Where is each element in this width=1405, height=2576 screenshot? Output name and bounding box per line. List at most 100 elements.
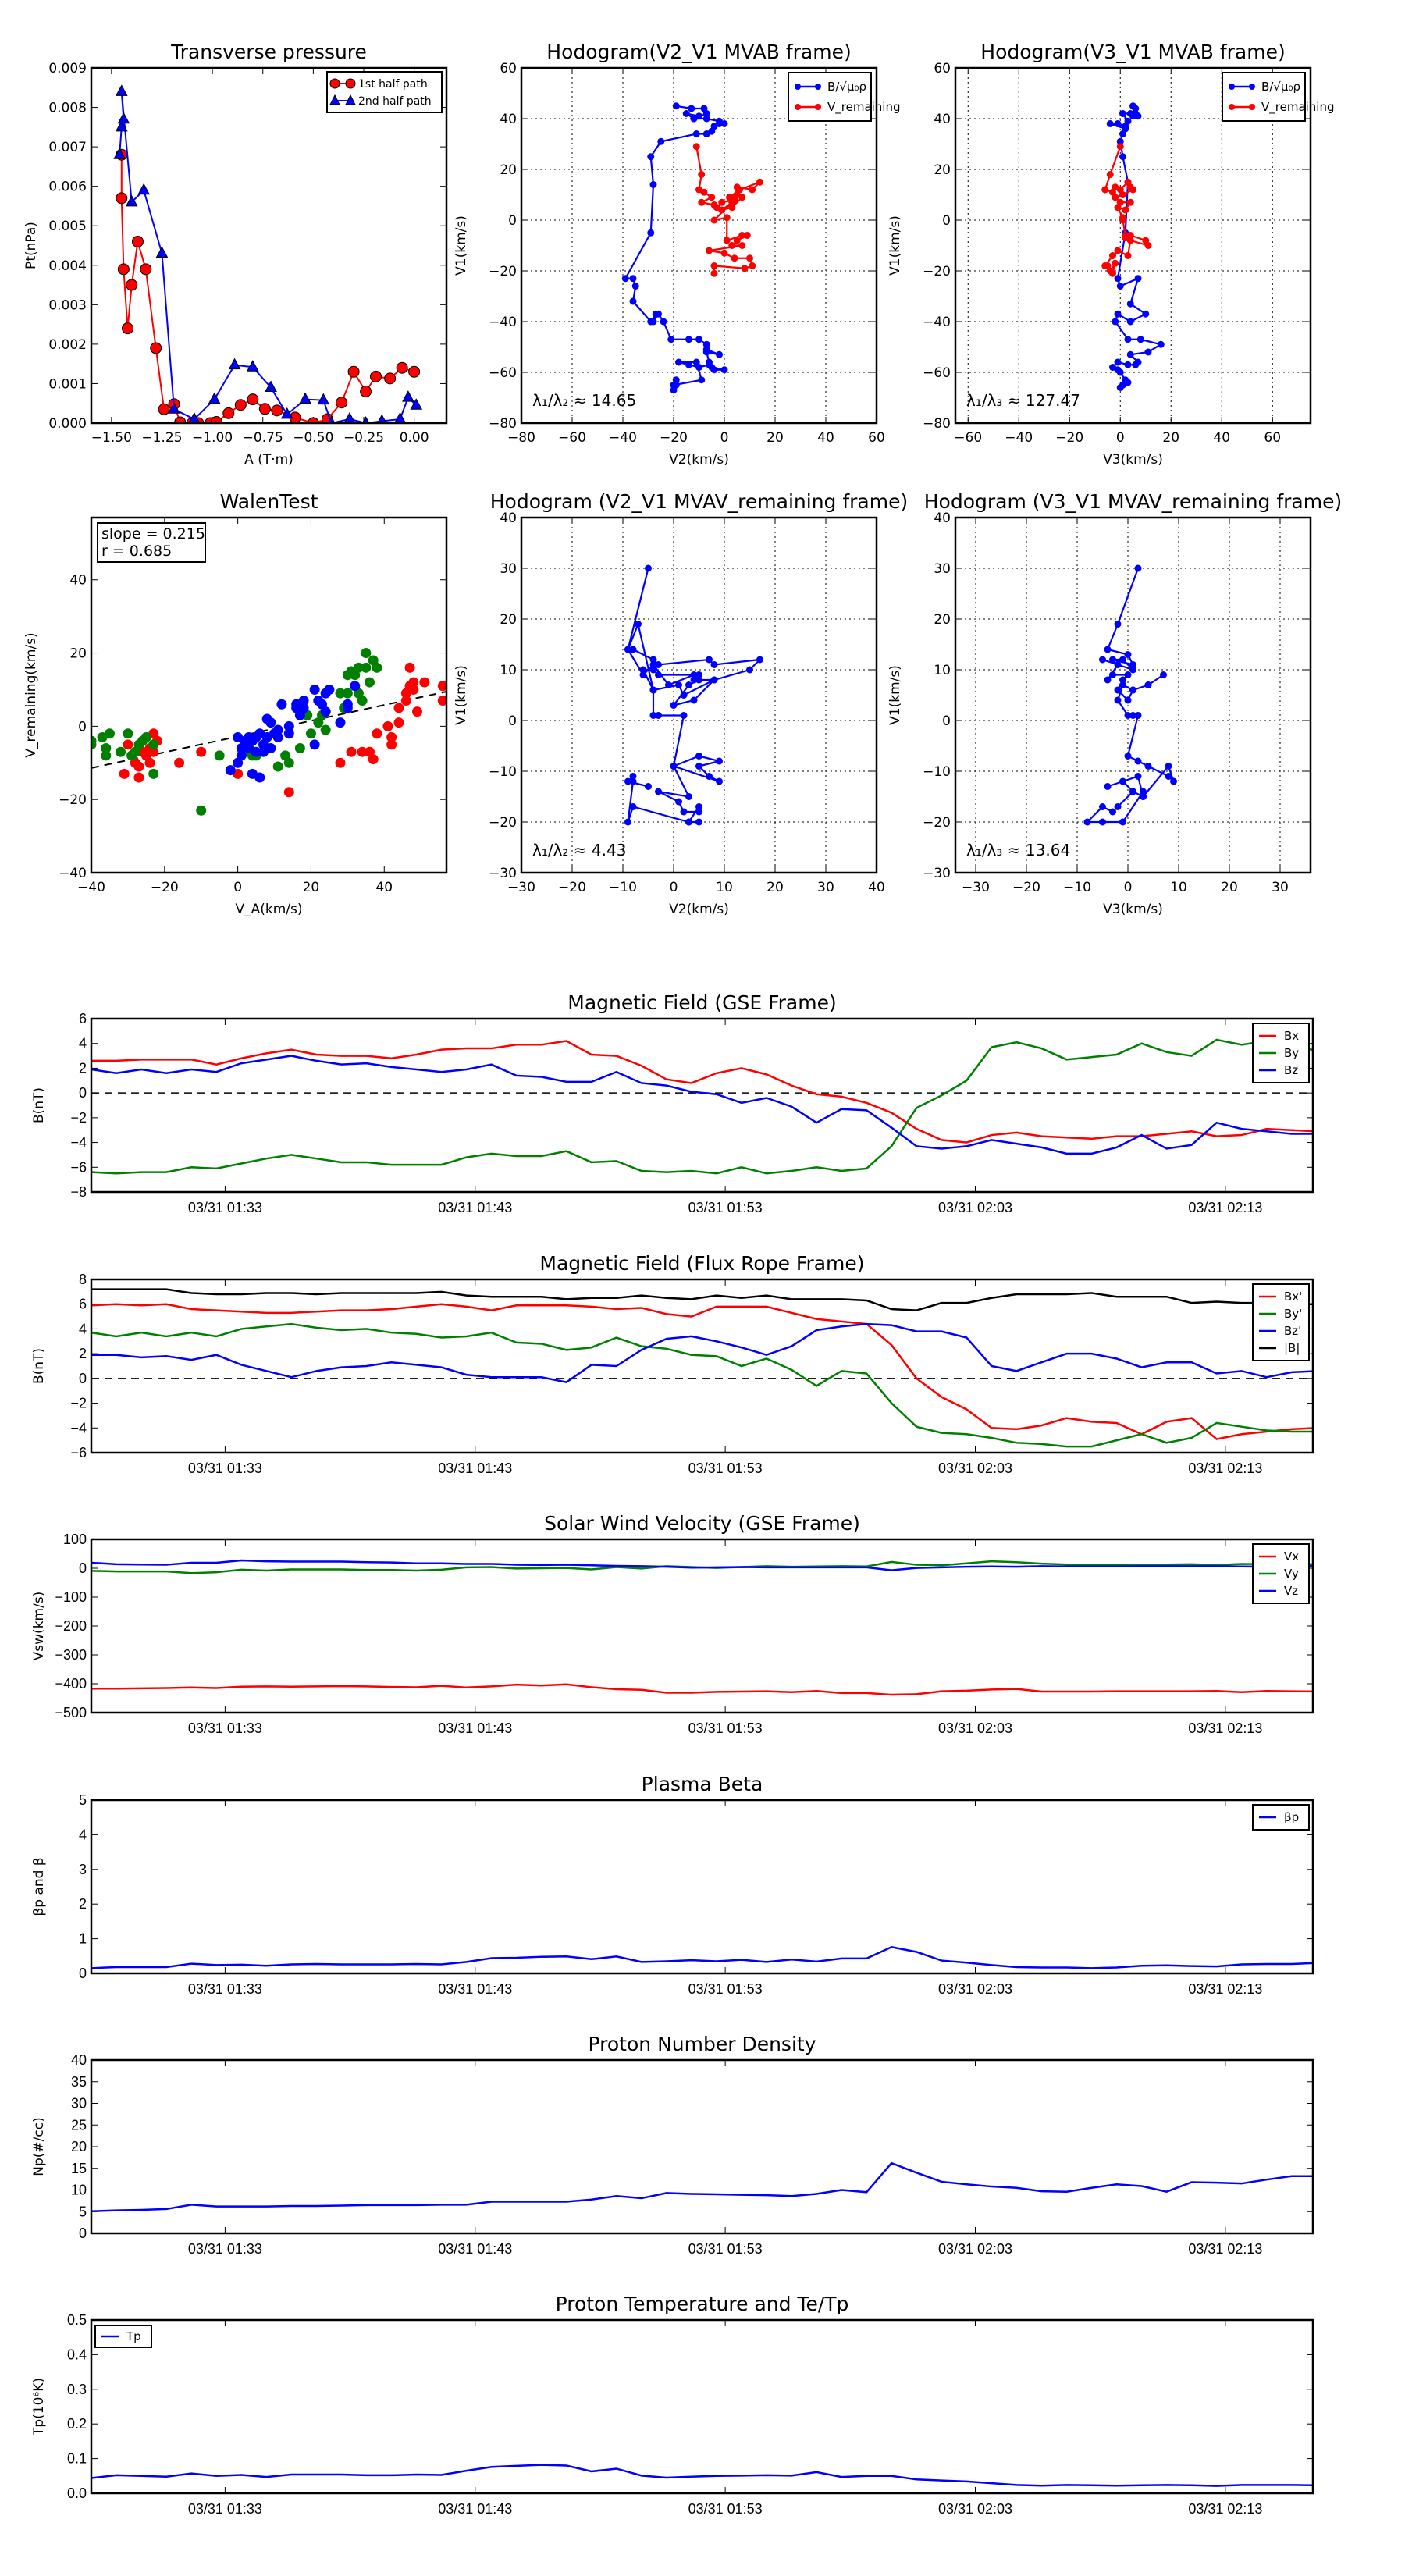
data-point bbox=[1109, 808, 1116, 816]
data-point bbox=[1114, 686, 1122, 694]
data-point bbox=[258, 403, 271, 415]
data-point bbox=[1114, 120, 1122, 127]
y-tick-label: −30 bbox=[923, 866, 951, 881]
data-point bbox=[1124, 712, 1132, 719]
y-tick-label: 40 bbox=[934, 511, 951, 526]
x-tick-label: 30 bbox=[817, 880, 834, 895]
data-point bbox=[393, 717, 404, 728]
data-point bbox=[1129, 186, 1136, 194]
legend-label: βp bbox=[1284, 1810, 1299, 1824]
data-point bbox=[690, 115, 698, 123]
data-point bbox=[298, 703, 309, 713]
plot-area bbox=[621, 102, 763, 394]
x-tick-label: 03/31 02:03 bbox=[938, 1200, 1012, 1215]
y-tick-label: 0 bbox=[79, 1966, 87, 1981]
data-point bbox=[126, 279, 138, 291]
data-point bbox=[710, 676, 718, 684]
data-point bbox=[657, 137, 665, 145]
data-point bbox=[168, 402, 180, 414]
chart-title: Magnetic Field (GSE Frame) bbox=[567, 991, 836, 1014]
legend-marker bbox=[329, 78, 340, 89]
data-point bbox=[688, 105, 695, 112]
x-tick-label: 40 bbox=[817, 430, 834, 446]
series-line-Vz bbox=[91, 1559, 1313, 1571]
data-point bbox=[353, 662, 364, 673]
data-point bbox=[695, 808, 702, 816]
data-point bbox=[1124, 651, 1132, 658]
data-point bbox=[680, 692, 688, 699]
x-tick-label: 03/31 01:33 bbox=[188, 1200, 262, 1215]
data-point bbox=[1114, 247, 1122, 254]
data-point bbox=[1126, 300, 1134, 308]
data-point bbox=[1132, 361, 1140, 368]
data-point bbox=[368, 754, 379, 765]
data-point bbox=[692, 130, 700, 137]
data-point bbox=[1165, 773, 1172, 780]
data-point bbox=[1112, 259, 1119, 267]
x-tick-label: 60 bbox=[1264, 430, 1281, 446]
y-tick-label: 15 bbox=[71, 2161, 87, 2176]
data-point bbox=[685, 818, 692, 826]
data-point bbox=[728, 242, 736, 249]
data-point bbox=[115, 119, 128, 132]
y-axis-label: V_remaining(km/s) bbox=[23, 632, 39, 757]
data-point bbox=[1136, 336, 1144, 343]
y-tick-label: 40 bbox=[934, 112, 951, 127]
axes-frame bbox=[90, 66, 448, 425]
data-point bbox=[635, 621, 642, 628]
x-tick-label: 03/31 01:53 bbox=[688, 1200, 763, 1215]
series-line-By bbox=[91, 1038, 1313, 1175]
y-tick-label: −6 bbox=[70, 1159, 87, 1175]
data-point bbox=[1109, 252, 1116, 259]
data-point bbox=[733, 237, 741, 244]
y-tick-label: 40 bbox=[500, 511, 517, 526]
x-tick-label: 60 bbox=[868, 430, 885, 446]
data-point bbox=[408, 365, 421, 378]
y-tick-label: 0 bbox=[79, 1371, 87, 1386]
x-tick-label: 03/31 01:43 bbox=[438, 1720, 512, 1736]
y-tick-label: 30 bbox=[500, 561, 517, 577]
data-point bbox=[386, 731, 397, 742]
y-tick-label: −4 bbox=[70, 1420, 87, 1436]
y-tick-label: −20 bbox=[489, 264, 517, 279]
data-point bbox=[131, 235, 144, 247]
x-tick-label: 0 bbox=[1116, 430, 1125, 446]
y-axis-label: V1(km/s) bbox=[887, 665, 903, 725]
x-tick-label: 03/31 02:03 bbox=[938, 2241, 1012, 2257]
data-point bbox=[685, 681, 692, 688]
plot-area bbox=[1083, 564, 1177, 826]
data-point bbox=[1160, 671, 1167, 678]
series-line-Bx bbox=[91, 1303, 1313, 1440]
data-point bbox=[1109, 269, 1116, 277]
legend-marker bbox=[1229, 104, 1235, 110]
chart-title: Hodogram(V2_V1 MVAB frame) bbox=[546, 41, 851, 63]
data-point bbox=[716, 777, 723, 785]
data-point bbox=[1134, 564, 1142, 572]
data-point bbox=[1157, 340, 1165, 348]
y-tick-label: 0.001 bbox=[48, 376, 87, 392]
data-point bbox=[271, 404, 283, 417]
legend-marker bbox=[329, 94, 340, 105]
data-point bbox=[695, 763, 702, 770]
y-tick-label: −100 bbox=[55, 1589, 87, 1605]
x-tick-label: −1.25 bbox=[141, 430, 182, 446]
data-point bbox=[1106, 120, 1114, 127]
data-point bbox=[1114, 358, 1122, 366]
data-point bbox=[144, 757, 155, 768]
y-tick-label: 8 bbox=[79, 1272, 87, 1287]
data-point bbox=[639, 666, 647, 674]
data-point bbox=[702, 110, 710, 117]
y-tick-label: 0 bbox=[942, 713, 951, 729]
data-point bbox=[690, 696, 698, 704]
y-tick-label: 0.2 bbox=[67, 2416, 87, 2432]
data-point bbox=[756, 178, 763, 186]
legend-label: Vy bbox=[1284, 1567, 1299, 1581]
x-tick-label: −40 bbox=[609, 430, 637, 446]
data-point bbox=[1129, 661, 1136, 668]
data-point bbox=[357, 696, 368, 706]
data-point bbox=[1124, 696, 1132, 704]
x-tick-label: 03/31 01:33 bbox=[188, 1720, 262, 1736]
axes-frame bbox=[954, 66, 1312, 425]
y-tick-label: −200 bbox=[55, 1618, 87, 1634]
y-tick-label: 0.004 bbox=[48, 258, 87, 274]
